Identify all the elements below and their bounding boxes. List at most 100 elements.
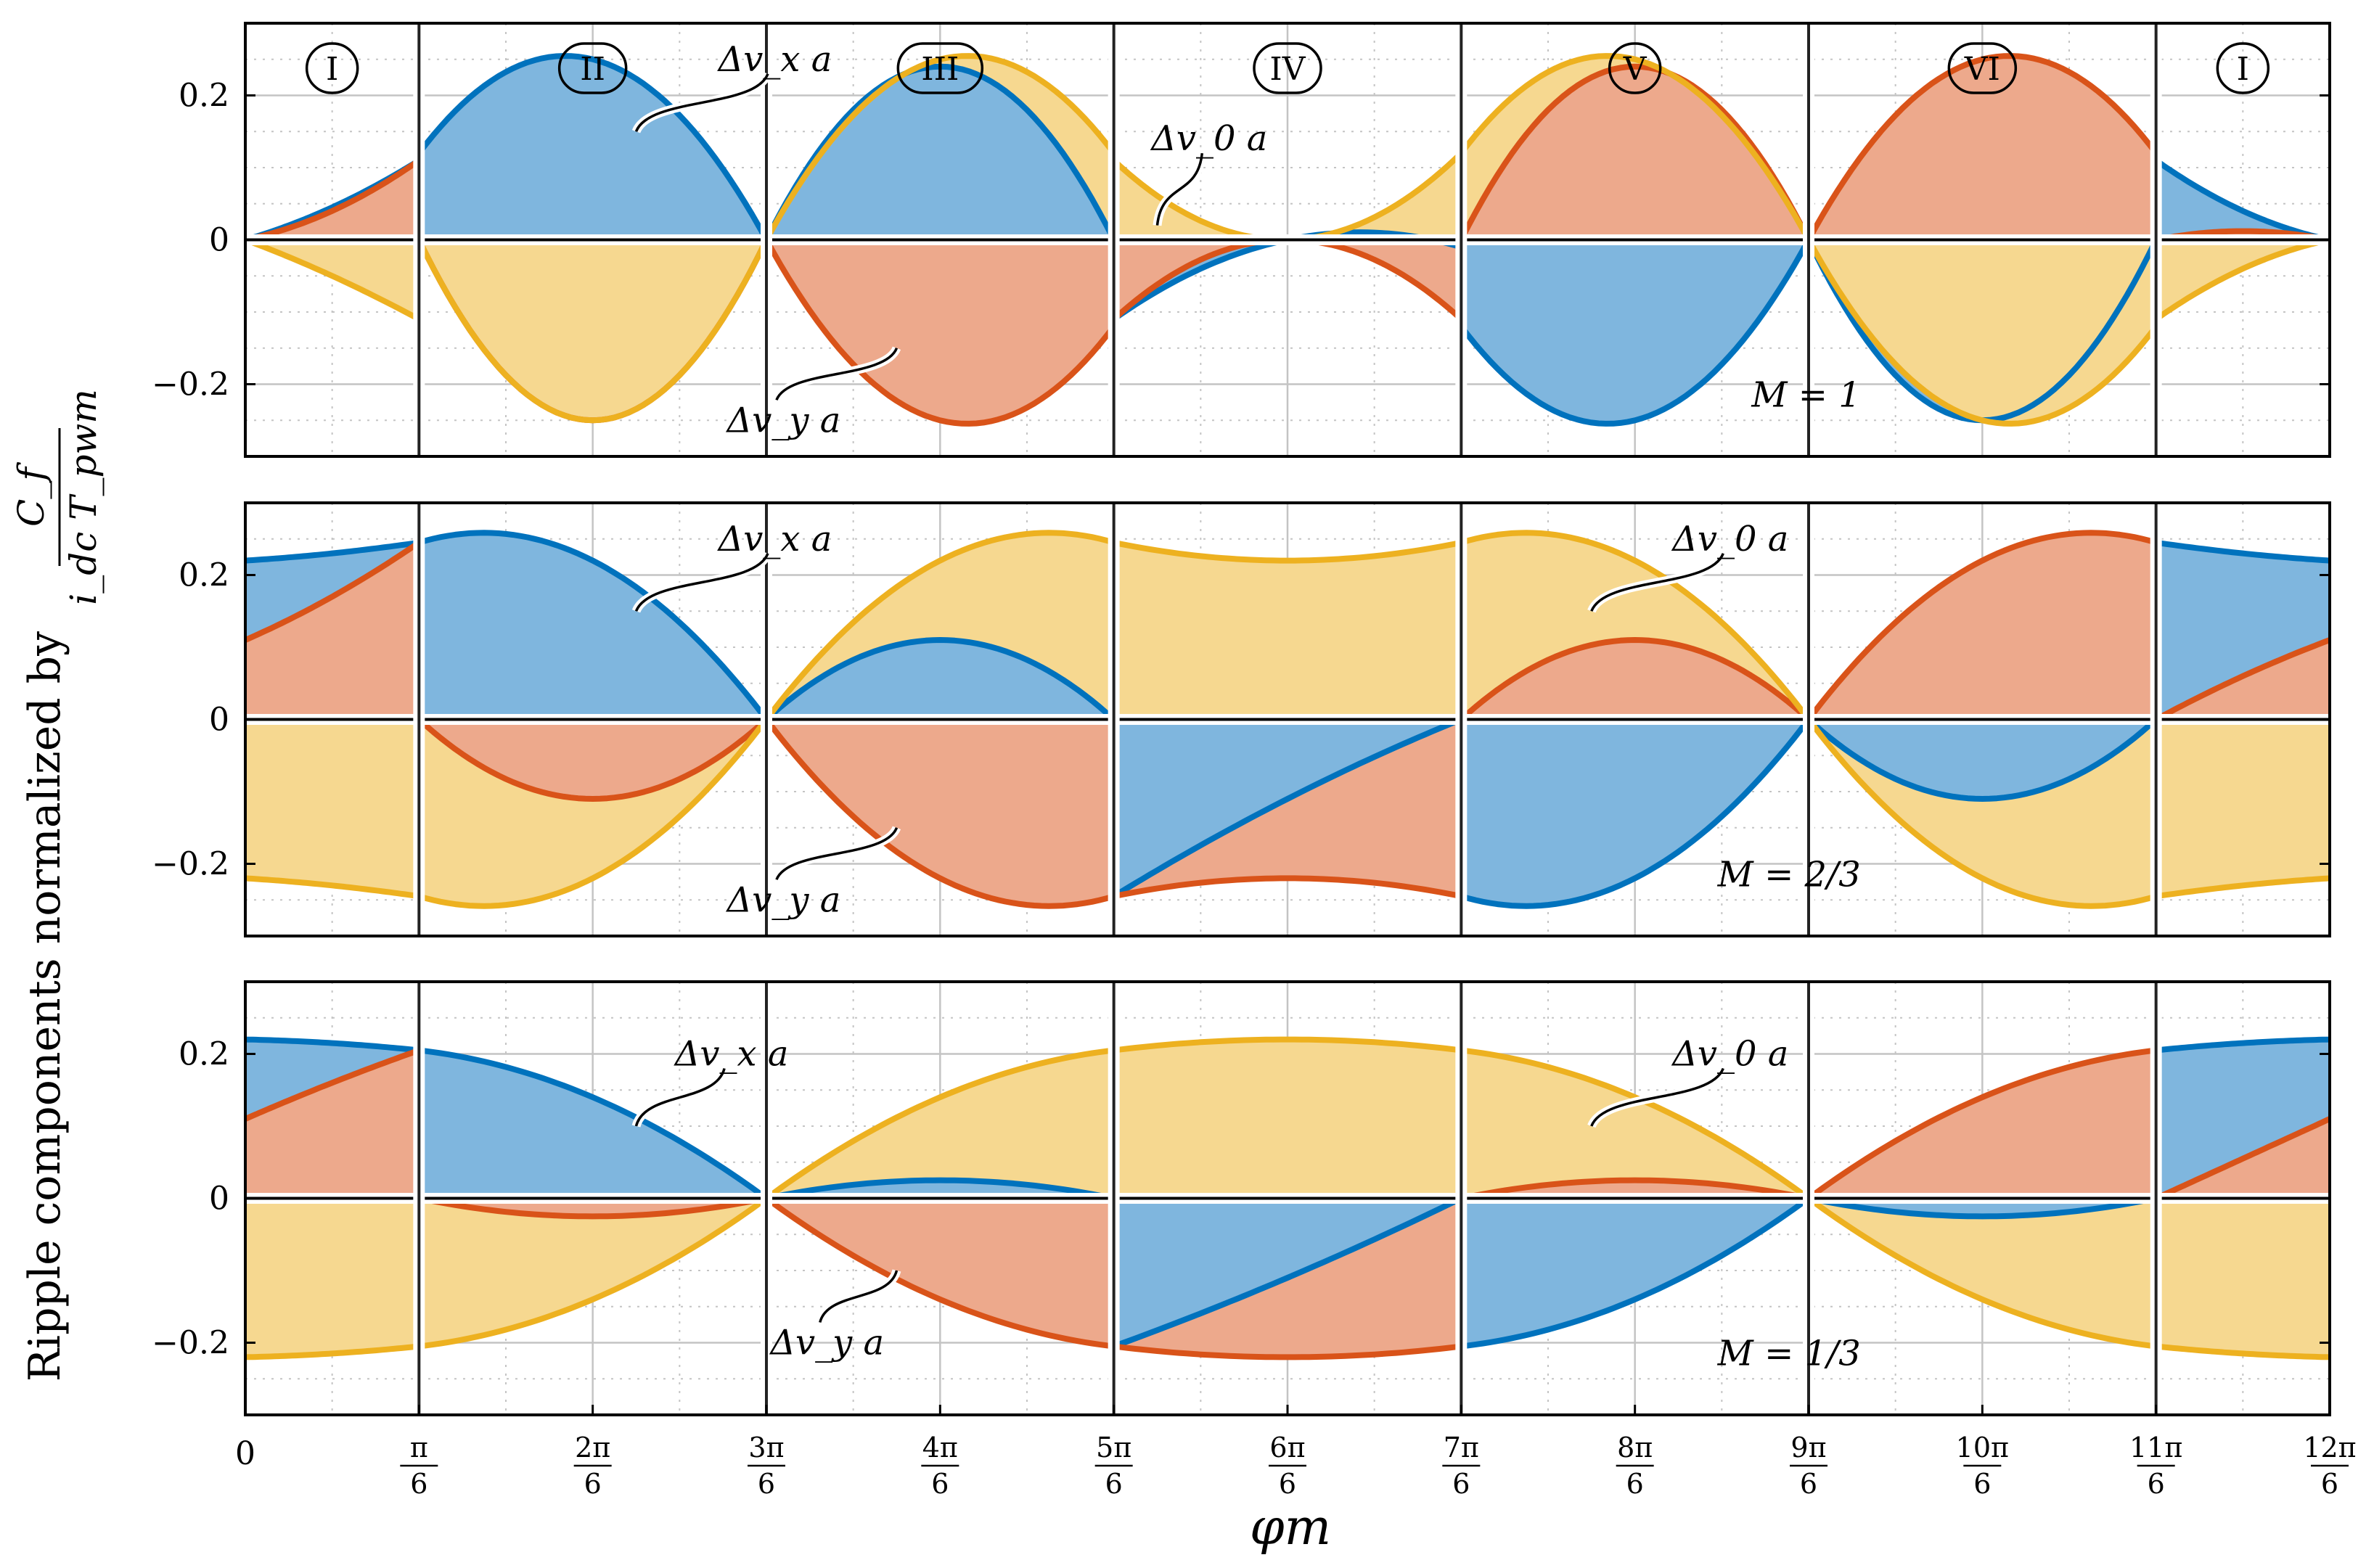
- y-label-denominator: i_dc T_pwm: [62, 389, 105, 604]
- series-lines: [244, 530, 2331, 909]
- annotation-leader: [1155, 153, 1204, 226]
- y-ticks: 0.2 0 −0.2: [152, 557, 2330, 883]
- x-tick-numerator: 5π: [1096, 1432, 1131, 1464]
- annotation-0a: Δv_0 a: [1150, 118, 1267, 159]
- annotation-xa: Δv_x a: [674, 1034, 789, 1075]
- line-0a: [2156, 875, 2330, 900]
- y-tick-label: −0.2: [152, 366, 229, 403]
- line-xa: [245, 539, 419, 564]
- sector-label-badge: [1253, 42, 1322, 94]
- x-tick-numerator: 11π: [2129, 1432, 2182, 1464]
- line-0a: [418, 718, 769, 909]
- x-tick-labels: 0 π 6 2π 6 3π 6 4π 6 5π 6 6π 6 7π 6 8π 6 9π 6 10π 6 11π 6 12π 6: [235, 1405, 2357, 1500]
- x-tick-denominator: 6: [1626, 1468, 1644, 1500]
- x-tick-denominator: 6: [758, 1468, 775, 1500]
- x-tick-denominator: 6: [931, 1468, 949, 1500]
- line-0a: [1806, 718, 2157, 909]
- area-0a: [2156, 239, 2330, 319]
- sector-label: III: [921, 51, 959, 88]
- y-tick-label: −0.2: [152, 1325, 229, 1362]
- area-0a: [245, 1198, 419, 1358]
- area-ya: [245, 1050, 419, 1199]
- x-axis-label: φm: [1250, 1499, 1331, 1556]
- sector-label-badge: [896, 42, 984, 94]
- sector-label: VI: [1964, 51, 2000, 88]
- x-tick-denominator: 6: [1279, 1468, 1296, 1500]
- area-ya: [766, 719, 1114, 906]
- x-tick-denominator: 6: [1973, 1468, 1991, 1500]
- x-tick-denominator: 6: [1452, 1468, 1470, 1500]
- area-0a: [2156, 719, 2330, 897]
- line-ya: [1113, 875, 1462, 900]
- area-0a: [2156, 1198, 2330, 1358]
- y-label-numerator: C_f: [10, 462, 52, 527]
- area-xa: [1461, 719, 1809, 906]
- line-ya: [1806, 53, 2158, 242]
- annotations: Δv_x a Δv_0 a Δv_y a: [631, 519, 1788, 920]
- x-tick-numerator: 12π: [2303, 1432, 2356, 1464]
- area-ya: [245, 542, 419, 720]
- line-0a: [2156, 1343, 2330, 1360]
- area-0a: [766, 1050, 1114, 1199]
- area-0a: [419, 1198, 766, 1347]
- area-xa: [1461, 1198, 1809, 1347]
- line-ya: [2155, 1116, 2331, 1202]
- area-xa: [419, 56, 766, 240]
- sector-label-badge: [557, 42, 628, 94]
- line-ya: [764, 238, 1116, 427]
- line-0a: [1113, 1036, 1462, 1054]
- line-ya: [245, 157, 421, 243]
- area-ya: [245, 160, 419, 240]
- area-0a: [1809, 1198, 2156, 1347]
- annotation-xa: Δv_x a: [717, 39, 832, 80]
- area-ya: [419, 719, 766, 799]
- y-tick-label: 0: [209, 1181, 229, 1218]
- sector-label-badge: [1608, 42, 1662, 94]
- x-tick-denominator: 6: [410, 1468, 427, 1500]
- area-xa: [2156, 160, 2330, 240]
- annotation-leader: [775, 827, 899, 881]
- annotations: Δv_x a Δv_0 a Δv_y a: [631, 39, 1267, 440]
- annotation-0a: Δv_0 a: [1671, 519, 1788, 559]
- annotation-leader: [775, 348, 899, 401]
- line-0a: [764, 530, 1115, 721]
- sector-label: IV: [1269, 51, 1306, 88]
- y-axis-label-fraction: C_f i_dc T_pwm: [10, 389, 105, 604]
- line-xa: [1113, 1195, 1463, 1350]
- area-fills: [245, 533, 2330, 906]
- annotation-leader: [1590, 553, 1724, 612]
- annotation-ya: Δv_y a: [769, 1323, 884, 1363]
- y-tick-label: 0.2: [179, 557, 229, 594]
- panel-3: 0.2 0 −0.2 Δv_x a Δv_0 a Δv_y a M = 1/3: [152, 980, 2331, 1416]
- line-ya: [1806, 530, 2157, 721]
- sector-label: I: [2237, 51, 2249, 88]
- x-tick-numerator: 7π: [1444, 1432, 1479, 1464]
- line-0a: [245, 1343, 419, 1360]
- annotation-ya: Δv_y a: [726, 400, 841, 440]
- line-0a: [764, 53, 1116, 242]
- annotation-0a: Δv_0 a: [1671, 1034, 1788, 1075]
- annotation-ya: Δv_y a: [726, 879, 841, 920]
- y-tick-label: 0.2: [179, 1036, 229, 1073]
- x-tick-numerator: 3π: [748, 1432, 784, 1464]
- annotation-leader: [819, 1270, 899, 1323]
- x-tick-numerator: 4π: [922, 1432, 958, 1464]
- line-xa: [766, 1177, 1115, 1202]
- modulation-index-label: M = 1/3: [1717, 1333, 1861, 1374]
- y-tick-label: −0.2: [152, 846, 229, 883]
- line-xa: [1459, 238, 1812, 427]
- area-0a: [1461, 1050, 1809, 1199]
- sector-label-badge: [1947, 42, 2018, 94]
- panels: 0.20−0.2I II III IV V VI IΔv_x aΔv_0 aΔv_y aM …: [152, 22, 2331, 1416]
- area-0a: [1113, 1039, 1462, 1199]
- line-xa: [1112, 716, 1462, 899]
- line-0a: [244, 237, 421, 322]
- line-0a: [245, 875, 419, 900]
- sector-label: II: [580, 51, 605, 88]
- line-xa: [245, 1036, 419, 1054]
- annotations: Δv_x a Δv_0 a Δv_y a: [631, 1034, 1788, 1363]
- y-axis-label: Ripple components normalized by C_f i_dc…: [10, 389, 105, 1382]
- line-0a: [1459, 53, 1812, 242]
- x-tick-denominator: 6: [1800, 1468, 1817, 1500]
- area-ya: [1461, 66, 1809, 240]
